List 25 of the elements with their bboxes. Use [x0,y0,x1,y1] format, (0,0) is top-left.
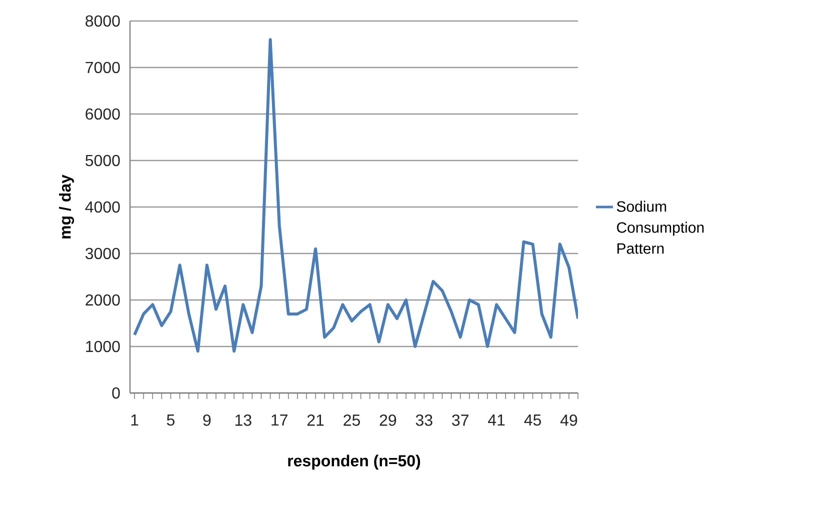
x-tick-label: 49 [560,414,578,426]
y-tick-label: 4000 [85,201,120,213]
x-tick-label: 9 [203,414,211,426]
x-tick-label: 13 [235,414,252,426]
y-tick-label: 0 [112,387,120,399]
x-tick-label: 29 [380,414,396,426]
x-tick-label: 1 [131,414,138,426]
x-tick-label: 17 [272,414,288,426]
y-tick-label: 7000 [86,62,120,74]
x-axis-title: responden (n=50) [288,454,420,470]
y-tick-label: 2000 [86,294,120,306]
y-tick-label: 1000 [86,340,120,352]
x-tick-label: 25 [344,414,360,426]
y-axis-title: mg / day [59,174,74,238]
y-tick-label: 3000 [85,248,120,260]
x-tick-label: 33 [416,414,432,426]
x-tick-label: 5 [166,414,175,426]
legend-label: Sodium Consumption Pattern [616,200,704,254]
x-tick-label: 37 [452,414,468,426]
y-tick-label: 8000 [86,15,120,27]
y-tick-label: 5000 [86,154,120,166]
x-tick-label: 45 [524,414,541,426]
y-tick-label: 6000 [86,108,120,120]
x-tick-label: 41 [488,414,505,426]
x-tick-label: 21 [307,414,324,426]
